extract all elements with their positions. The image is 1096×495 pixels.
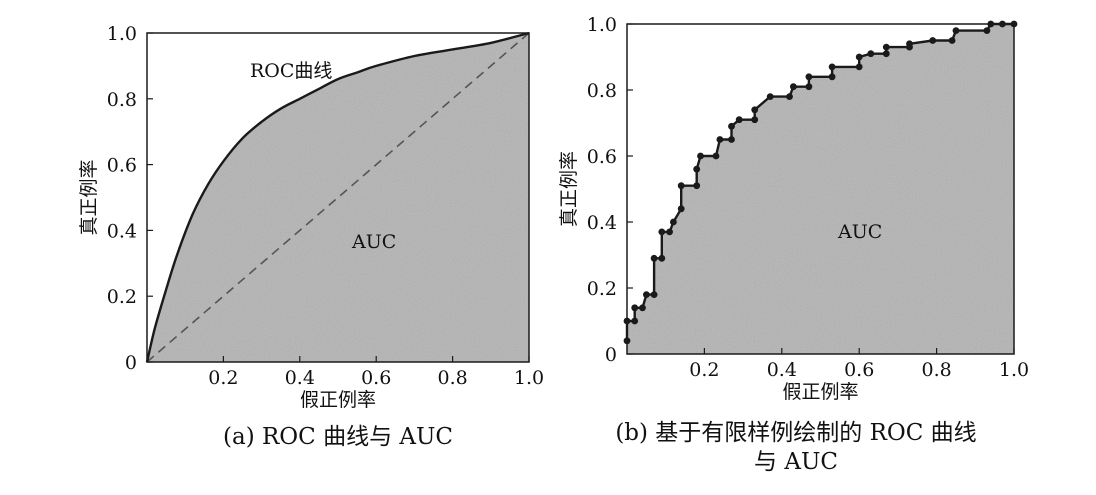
x-ticks-b: 0.2 0.4 0.6 0.8 1.0 (689, 348, 1029, 381)
x-tick-label: 0.8 (437, 367, 467, 389)
roc-point (948, 37, 956, 44)
roc-point (693, 165, 701, 173)
roc-point (786, 93, 793, 100)
diagonal-line (146, 32, 530, 363)
roc-point (855, 53, 863, 61)
chart-a: 0.2 0.4 0.6 0.8 1.0 0 0.2 0.4 0.6 0.8 1.0 ROC曲线 A… (78, 23, 544, 450)
x-tick-label: 0.6 (844, 359, 874, 381)
roc-point (952, 27, 960, 34)
chart-b: 0.2 0.4 0.6 0.8 1.0 0 0.2 0.4 0.6 0.8 1.0 AUC 假正例… (558, 14, 1029, 475)
roc-point (716, 136, 724, 143)
roc-point (828, 73, 836, 81)
roc-point (666, 228, 673, 236)
x-axis-label-a: 假正例率 (300, 389, 376, 411)
x-ticks-a: 0.2 0.4 0.6 0.8 1.0 (208, 356, 544, 389)
roc-curve-a (145, 31, 530, 363)
roc-point (805, 73, 813, 81)
x-tick-label: 0.4 (767, 359, 797, 381)
roc-curve-label: ROC曲线 (250, 60, 332, 82)
auc-area-b-grain (627, 24, 1014, 354)
roc-point (697, 152, 704, 160)
roc-point (790, 83, 797, 91)
roc-point (693, 182, 701, 190)
y-tick-label: 0.6 (587, 146, 617, 168)
roc-point (766, 93, 774, 100)
roc-point (658, 228, 666, 236)
roc-point (639, 304, 646, 312)
roc-point (728, 136, 735, 143)
roc-point (855, 63, 863, 71)
x-tick-label: 0.2 (689, 359, 719, 381)
roc-point (677, 205, 685, 213)
auc-label-b: AUC (837, 221, 882, 243)
y-tick-label: 0.8 (587, 80, 617, 102)
y-tick-label: 0 (125, 352, 137, 374)
x-tick-label: 0.4 (285, 367, 315, 389)
roc-point (882, 50, 890, 58)
y-axis-label-b: 真正例率 (558, 151, 580, 227)
roc-point (631, 304, 639, 312)
plot-frame-a (146, 32, 530, 363)
x-tick-label: 1.0 (514, 367, 544, 389)
x-tick-label: 0.8 (921, 359, 951, 381)
roc-point (631, 317, 639, 325)
y-tick-label: 0.2 (107, 286, 137, 308)
roc-point (728, 122, 735, 130)
y-tick-label: 0 (605, 344, 617, 366)
roc-point (650, 291, 658, 298)
roc-point (650, 254, 658, 262)
y-tick-label: 0.4 (587, 212, 617, 234)
roc-point (751, 106, 759, 114)
roc-point (867, 50, 875, 58)
roc-point (906, 40, 913, 48)
roc-point (929, 37, 937, 44)
caption-a: (a) ROC 曲线与 AUC (223, 424, 453, 450)
roc-point (735, 116, 743, 124)
x-tick-label: 0.6 (361, 367, 391, 389)
caption-b-line-2: 与 AUC (754, 449, 838, 475)
roc-point (983, 27, 991, 34)
roc-point (643, 291, 650, 298)
roc-point (882, 43, 890, 51)
plot-frame-b (626, 23, 1015, 355)
x-tick-label: 1.0 (999, 359, 1029, 381)
roc-point (658, 254, 666, 262)
roc-point (751, 116, 759, 124)
y-tick-label: 1.0 (107, 23, 137, 45)
roc-point (828, 63, 836, 71)
x-tick-label: 0.2 (208, 367, 238, 389)
caption-b-line-1: (b) 基于有限样例绘制的 ROC 曲线 (615, 420, 976, 446)
roc-point (677, 182, 685, 190)
y-tick-label: 0.2 (587, 278, 617, 300)
y-ticks-a: 0 0.2 0.4 0.6 0.8 1.0 (107, 23, 153, 374)
y-tick-label: 0.4 (107, 220, 137, 242)
roc-point (805, 83, 813, 91)
y-tick-label: 0.6 (107, 155, 137, 177)
auc-label-a: AUC (351, 231, 396, 253)
x-axis-label-b: 假正例率 (782, 381, 858, 403)
y-ticks-b: 0 0.2 0.4 0.6 0.8 1.0 (587, 14, 633, 366)
roc-point (712, 152, 720, 160)
roc-points-b (623, 20, 1018, 345)
roc-point (670, 218, 677, 226)
y-tick-label: 0.8 (107, 89, 137, 111)
y-tick-label: 1.0 (587, 14, 617, 36)
y-axis-label-a: 真正例率 (78, 159, 100, 235)
